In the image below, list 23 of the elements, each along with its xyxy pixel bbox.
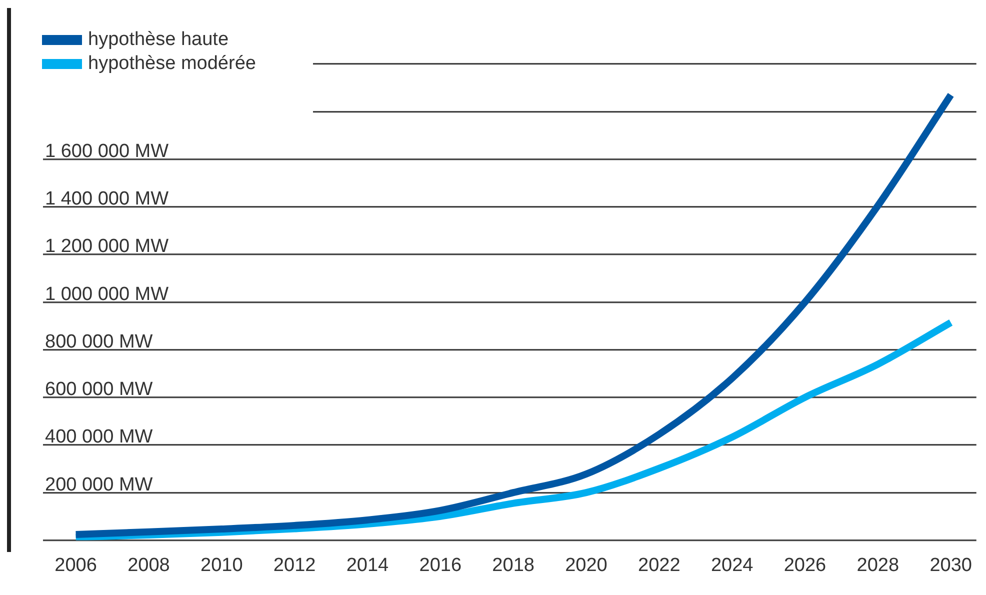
y-tick-label: 600 000 MW (45, 379, 153, 400)
x-tick-label: 2026 (784, 554, 826, 576)
x-tick-label: 2028 (856, 554, 900, 576)
legend-label: hypothèse modérée (88, 52, 256, 76)
y-tick-label: 1 400 000 MW (45, 188, 169, 210)
x-tick-label: 2016 (419, 554, 462, 576)
x-tick-label: 2014 (346, 554, 390, 576)
x-tick-label: 2008 (128, 554, 170, 576)
x-tick-label: 2010 (200, 554, 243, 576)
y-tick-label: 1 600 000 MW (45, 140, 169, 162)
x-tick-label: 2022 (638, 554, 680, 576)
y-tick-label: 400 000 MW (45, 426, 153, 448)
x-tick-label: 2030 (930, 554, 972, 576)
y-tick-label: 200 000 MW (45, 474, 153, 496)
x-tick-label: 2024 (710, 554, 754, 576)
y-tick-label: 800 000 MW (45, 331, 153, 352)
x-tick-label: 2020 (565, 554, 608, 576)
y-tick-label: 1 200 000 MW (45, 236, 169, 258)
x-tick-label: 2012 (273, 554, 316, 576)
x-tick-label: 2018 (492, 554, 534, 576)
legend-label: hypothèse haute (88, 28, 229, 52)
x-tick-label: 2006 (54, 554, 97, 576)
y-tick-label: 1 000 000 MW (45, 284, 169, 305)
